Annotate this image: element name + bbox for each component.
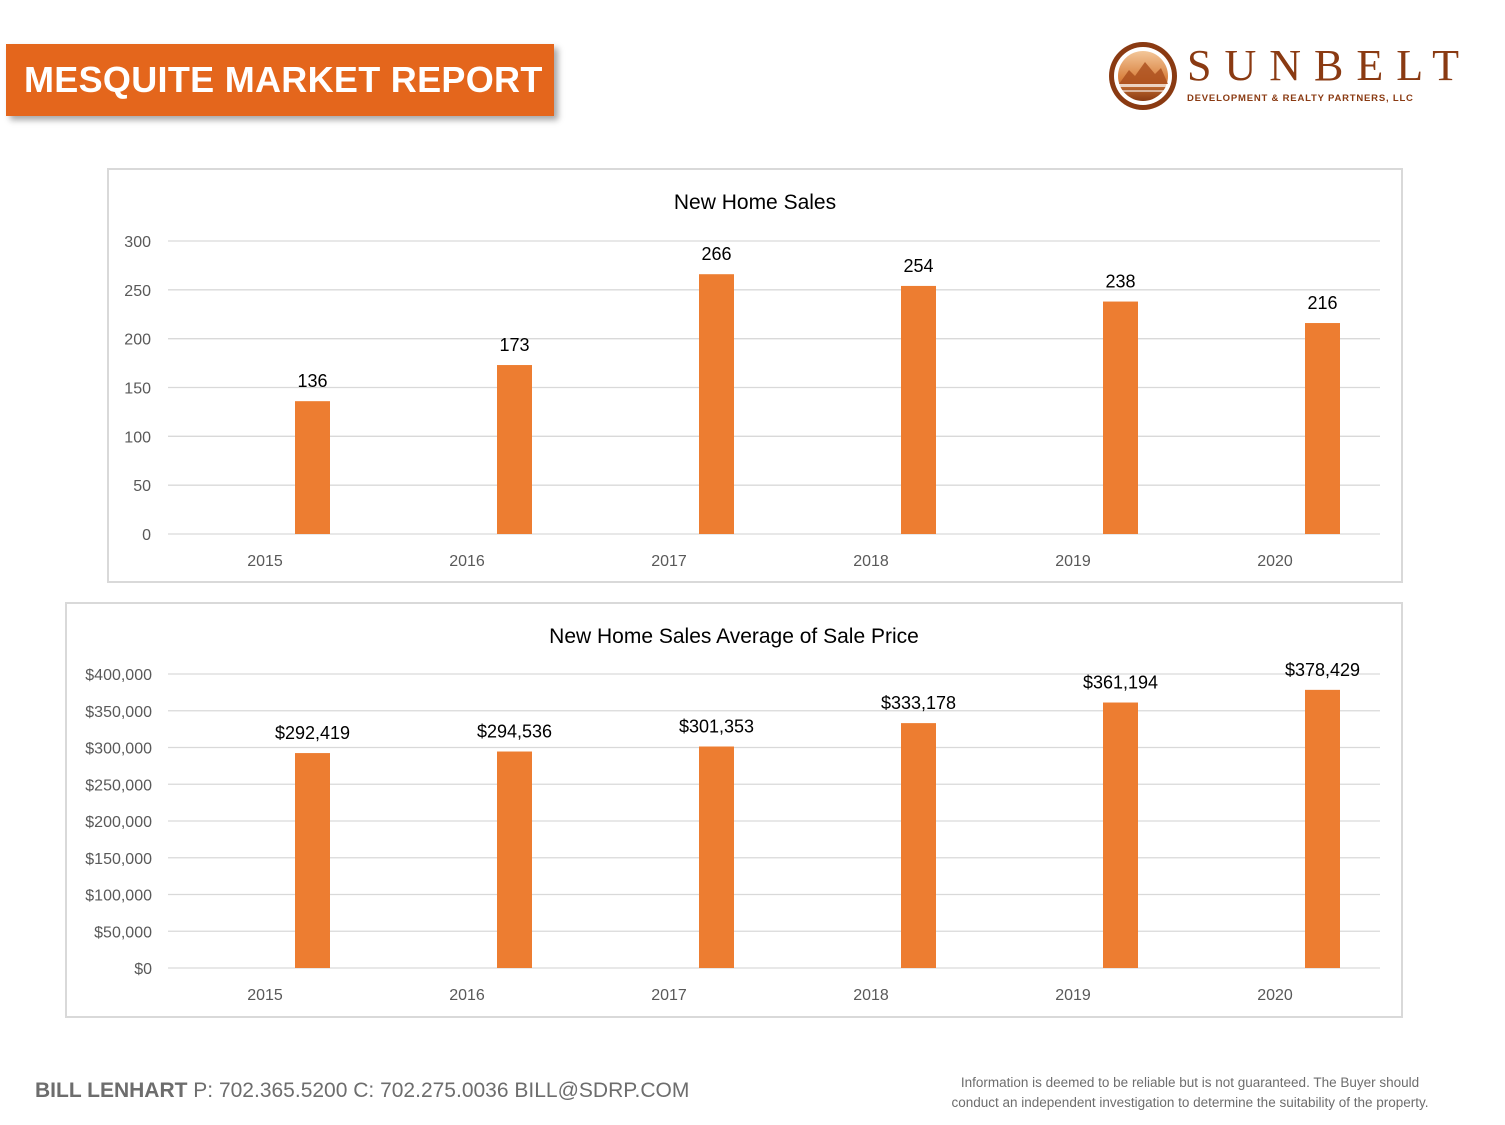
y-tick-label: $250,000 — [85, 777, 152, 794]
x-tick-label: 2018 — [853, 987, 889, 1004]
y-tick-label: $0 — [134, 961, 152, 978]
chart-title: New Home Sales Average of Sale Price — [549, 625, 919, 648]
data-label: 238 — [1105, 272, 1135, 292]
y-tick-label: 50 — [133, 478, 151, 495]
bar-2019 — [1103, 301, 1138, 534]
data-label: $361,194 — [1083, 673, 1158, 693]
average-sale-price-plot: New Home Sales Average of Sale Price $0 $5… — [85, 625, 1380, 1004]
y-tick-label: $100,000 — [85, 888, 152, 905]
y-tick-label: $350,000 — [85, 704, 152, 721]
bar-2016 — [497, 365, 532, 534]
y-tick-label: 300 — [124, 234, 151, 251]
y-tick-label: 250 — [124, 283, 151, 300]
bar-2017 — [699, 274, 734, 534]
y-tick-label: $400,000 — [85, 667, 152, 684]
x-tick-label: 2019 — [1055, 987, 1091, 1004]
y-tick-label: 200 — [124, 332, 151, 349]
x-tick-label: 2016 — [449, 987, 485, 1004]
data-label: 173 — [499, 335, 529, 355]
report-title-banner: MESQUITE MARKET REPORT — [6, 44, 554, 116]
report-title: MESQUITE MARKET REPORT — [24, 59, 543, 100]
x-tick-label: 2017 — [651, 987, 687, 1004]
new-home-sales-chart: New Home Sales 0 50 100 150 200 250 300 136 2015 1… — [107, 168, 1403, 583]
data-label: 266 — [701, 244, 731, 264]
x-tick-label: 2015 — [247, 553, 283, 570]
data-label: $294,536 — [477, 722, 552, 742]
x-tick-label: 2020 — [1257, 987, 1293, 1004]
contact-info: BILL LENHART P: 702.365.5200 C: 702.275.… — [35, 1079, 689, 1103]
disclaimer-line-2: conduct an independent investigation to … — [951, 1095, 1429, 1110]
agent-name: BILL LENHART — [35, 1079, 188, 1102]
y-tick-label: 0 — [142, 527, 151, 544]
bar-2020 — [1305, 323, 1340, 534]
new-home-sales-plot: New Home Sales 0 50 100 150 200 250 300 136 2015 1… — [124, 191, 1380, 570]
bar-2018 — [901, 723, 936, 968]
sunbelt-logo: SUNBELT DEVELOPMENT & REALTY PARTNERS, L… — [1105, 40, 1465, 116]
data-label: 254 — [903, 256, 933, 276]
logo-wordmark: SUNBELT — [1187, 41, 1472, 90]
agent-contact: P: 702.365.5200 C: 702.275.0036 BILL@SDR… — [187, 1079, 690, 1102]
y-tick-label: $300,000 — [85, 741, 152, 758]
y-tick-label: 150 — [124, 381, 151, 398]
y-tick-label: $50,000 — [94, 924, 152, 941]
x-tick-label: 2018 — [853, 553, 889, 570]
x-tick-label: 2019 — [1055, 553, 1091, 570]
y-tick-label: $200,000 — [85, 814, 152, 831]
bar-2019 — [1103, 702, 1138, 968]
bar-2017 — [699, 746, 734, 968]
x-tick-label: 2016 — [449, 553, 485, 570]
x-tick-label: 2015 — [247, 987, 283, 1004]
data-label: $378,429 — [1285, 660, 1360, 680]
data-label: 136 — [297, 371, 327, 391]
y-tick-label: $150,000 — [85, 851, 152, 868]
x-tick-label: 2020 — [1257, 553, 1293, 570]
bar-2018 — [901, 285, 936, 534]
chart-title: New Home Sales — [674, 191, 836, 214]
disclaimer: Information is deemed to be reliable but… — [900, 1073, 1480, 1113]
sunbelt-emblem-icon — [1109, 42, 1177, 110]
logo-tagline: DEVELOPMENT & REALTY PARTNERS, LLC — [1187, 93, 1414, 104]
average-sale-price-chart: New Home Sales Average of Sale Price $0 $5… — [65, 602, 1403, 1018]
y-tick-label: 100 — [124, 429, 151, 446]
data-label: $333,178 — [881, 693, 956, 713]
x-tick-label: 2017 — [651, 553, 687, 570]
bar-2016 — [497, 751, 532, 968]
disclaimer-line-1: Information is deemed to be reliable but… — [960, 1075, 1420, 1090]
data-label: $292,419 — [275, 723, 350, 743]
data-label: 216 — [1307, 293, 1337, 313]
data-label: $301,353 — [679, 717, 754, 737]
bar-2015 — [295, 753, 330, 968]
bar-2020 — [1305, 689, 1340, 968]
bar-2015 — [295, 401, 330, 534]
